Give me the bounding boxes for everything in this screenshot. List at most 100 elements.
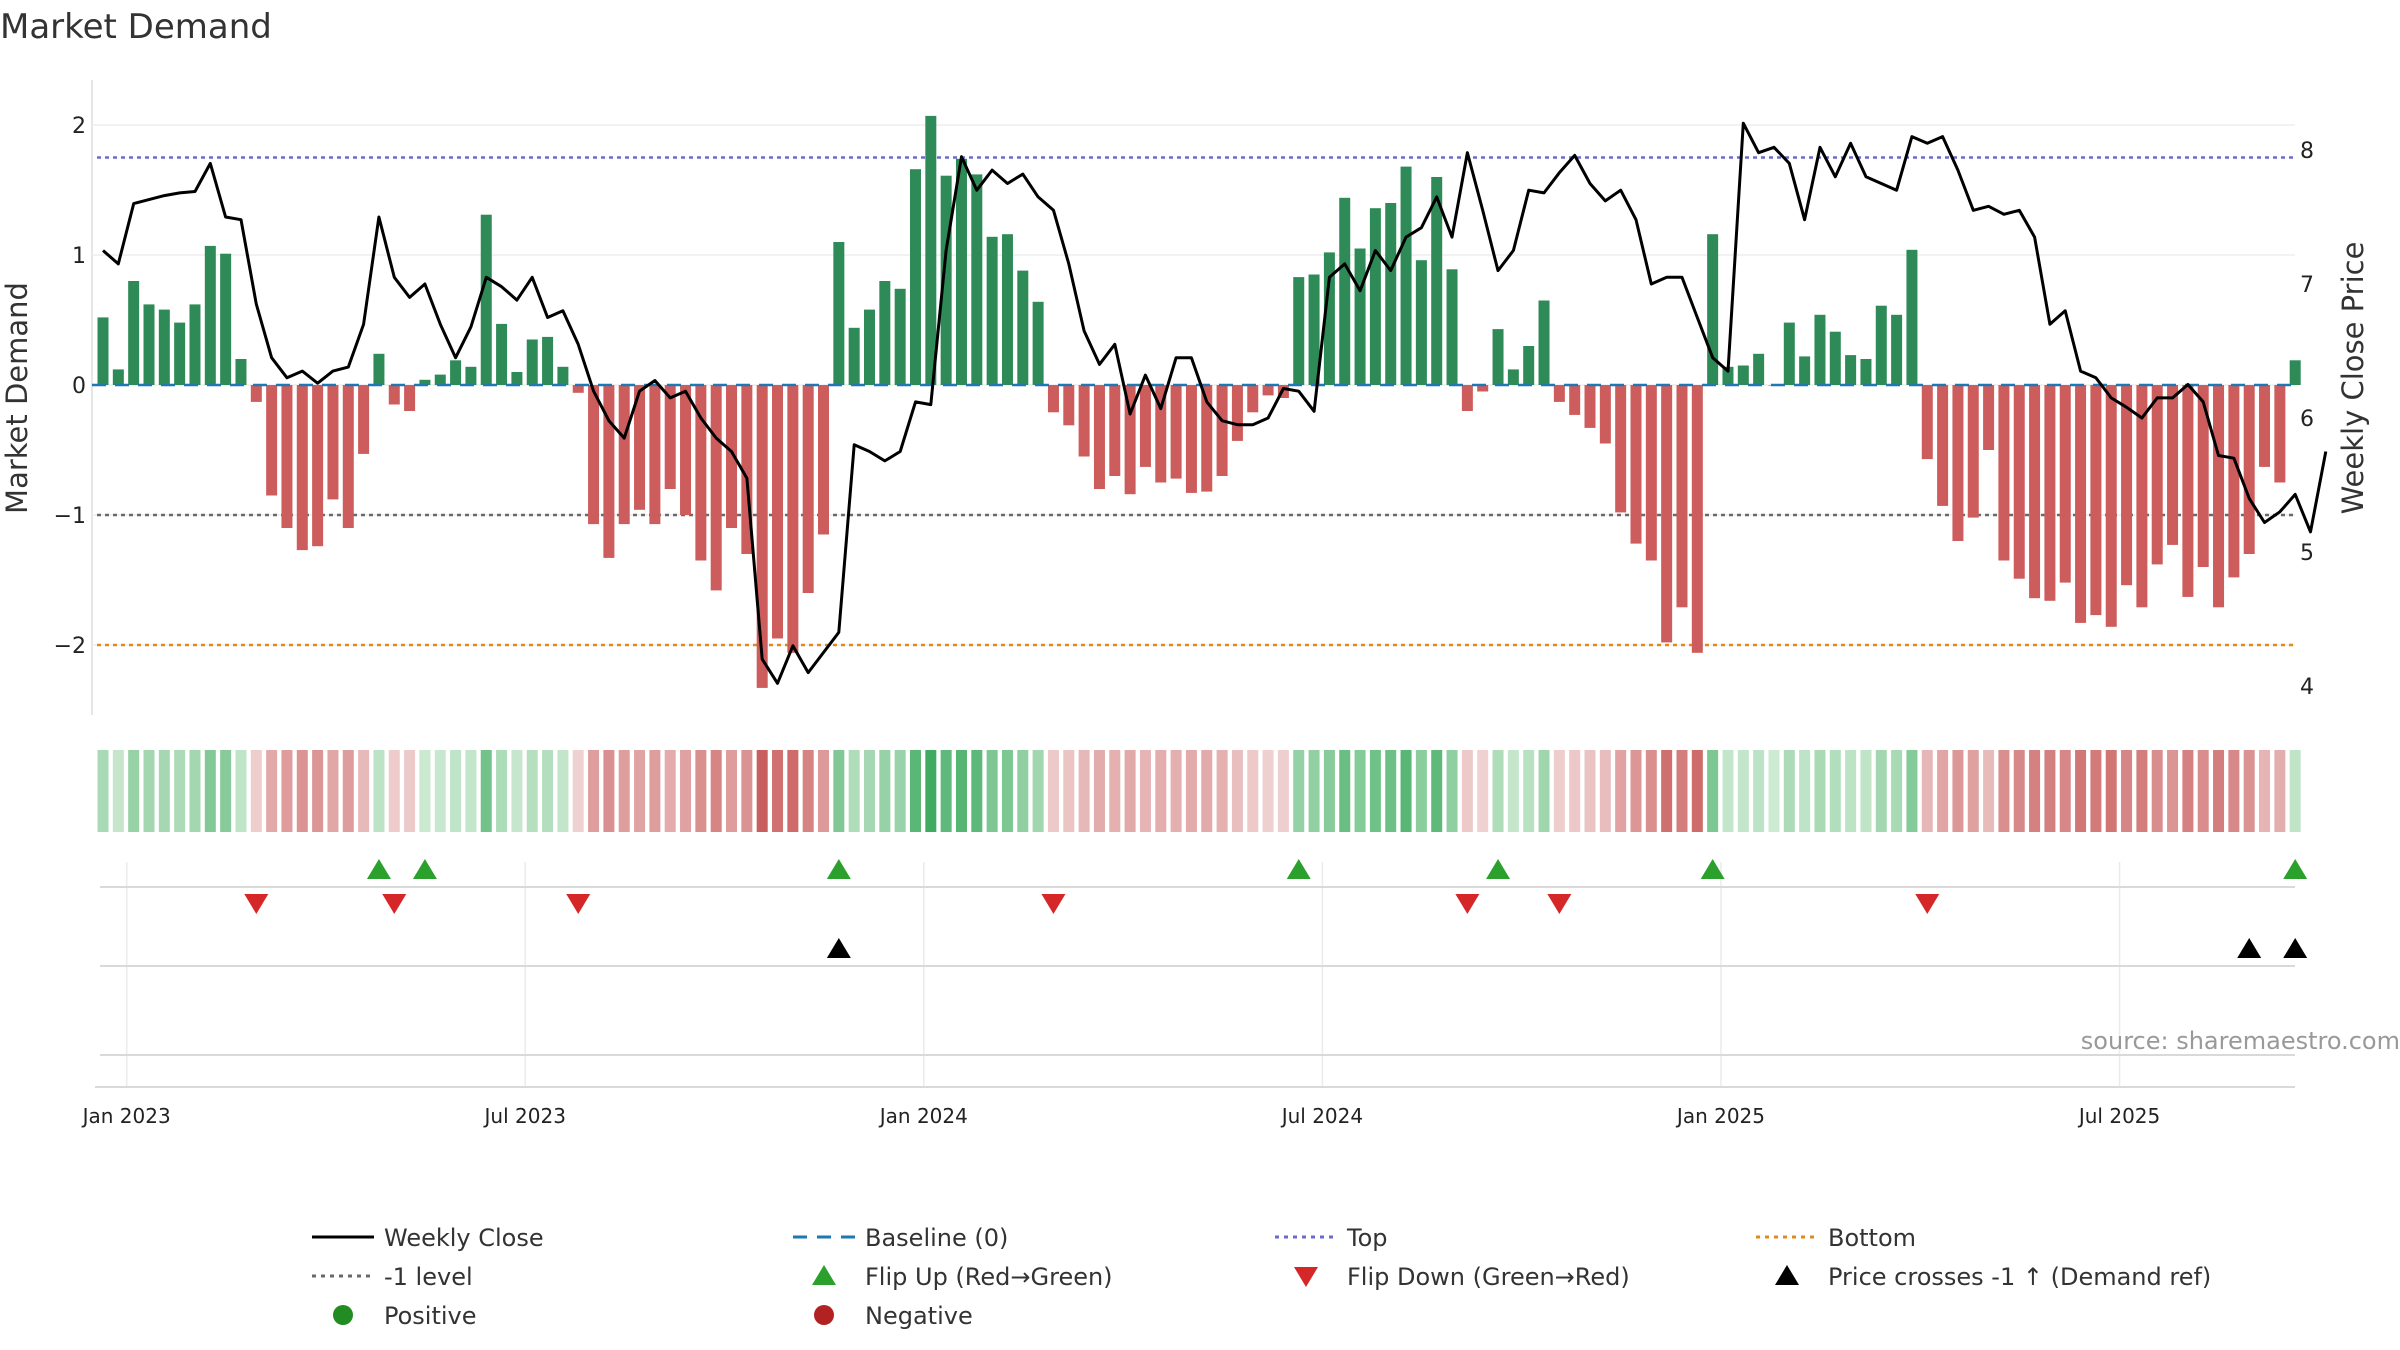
heat-strip-cell bbox=[1047, 750, 1059, 832]
heat-strip-cell bbox=[1323, 750, 1335, 832]
heat-strip-cell bbox=[1737, 750, 1749, 832]
positive-demand-bar bbox=[864, 309, 875, 385]
flip-down-marker bbox=[1041, 894, 1066, 914]
negative-demand-bar bbox=[787, 385, 799, 653]
negative-demand-bar bbox=[1645, 385, 1657, 561]
price-cross-marker bbox=[2237, 938, 2262, 958]
positive-demand-bar bbox=[434, 374, 446, 385]
negative-demand-bar bbox=[1921, 385, 1933, 460]
heat-strip-cell bbox=[1339, 750, 1351, 832]
heat-strip-cell bbox=[649, 750, 661, 832]
positive-demand-bar bbox=[1415, 260, 1427, 385]
heat-strip-cell bbox=[802, 750, 814, 832]
heat-strip-cell bbox=[2151, 750, 2163, 832]
negative-demand-bar bbox=[1630, 385, 1642, 544]
heat-strip-cell bbox=[1461, 750, 1473, 832]
heat-strip-cell bbox=[2167, 750, 2179, 832]
heat-strip-cell bbox=[1676, 750, 1688, 832]
heat-strip-cell bbox=[726, 750, 738, 832]
negative-demand-bar bbox=[1952, 385, 1964, 541]
heat-strip-cell bbox=[158, 750, 170, 832]
heat-strip-cell bbox=[1691, 750, 1703, 832]
heat-strip-cell bbox=[588, 750, 600, 832]
positive-demand-bar bbox=[1017, 270, 1029, 385]
x-tick-label: Jan 2024 bbox=[878, 1104, 968, 1128]
heat-strip-cell bbox=[2059, 750, 2071, 832]
heat-strip-cell bbox=[1369, 750, 1381, 832]
positive-demand-bar bbox=[204, 245, 216, 385]
heat-strip-cell bbox=[833, 750, 845, 832]
heat-strip-cell bbox=[358, 750, 370, 832]
positive-demand-bar bbox=[1906, 249, 1918, 385]
heat-strip-cell bbox=[2213, 750, 2225, 832]
negative-demand-bar bbox=[1998, 385, 2010, 561]
x-vertical-gridlines bbox=[125, 862, 2121, 1087]
negative-demand-bar bbox=[1661, 385, 1673, 643]
heat-strip-cell bbox=[542, 750, 554, 832]
negative-demand-bar bbox=[2274, 385, 2286, 483]
positive-demand-bar bbox=[909, 169, 921, 385]
negative-demand-bar bbox=[281, 385, 293, 528]
left-y-tick-label: 2 bbox=[72, 114, 86, 139]
negative-demand-bar bbox=[2105, 385, 2117, 627]
heat-strip-cell bbox=[1247, 750, 1259, 832]
right-y-ticks: 4 5 6 7 8 bbox=[2300, 139, 2314, 700]
heat-strip-cell bbox=[909, 750, 921, 832]
negative-demand-bar bbox=[1170, 385, 1182, 479]
positive-demand-bar bbox=[128, 281, 140, 385]
positive-demand-bar bbox=[1814, 314, 1826, 385]
positive-demand-bar bbox=[1753, 353, 1765, 385]
heat-strip-cell bbox=[1998, 750, 2010, 832]
negative-demand-bar bbox=[2182, 385, 2194, 597]
heat-strip-cell bbox=[894, 750, 906, 832]
positive-demand-bar bbox=[1783, 322, 1795, 385]
negative-demand-bar bbox=[1063, 385, 1075, 426]
heat-strip-cell bbox=[634, 750, 646, 832]
negative-demand-bar bbox=[618, 385, 630, 525]
heat-strip-cell bbox=[557, 750, 569, 832]
negative-demand-bar bbox=[2044, 385, 2056, 601]
positive-demand-bar bbox=[1339, 197, 1351, 385]
negative-demand-bar bbox=[1569, 385, 1581, 415]
right-y-tick-label: 7 bbox=[2300, 273, 2314, 298]
heat-strip-cell bbox=[1661, 750, 1673, 832]
left-y-axis-label: Market Demand bbox=[0, 282, 34, 514]
positive-demand-bar bbox=[496, 323, 508, 385]
negative-demand-bar bbox=[1691, 385, 1703, 653]
positive-demand-bar bbox=[1722, 366, 1734, 385]
legend-swatch-dot bbox=[333, 1305, 353, 1325]
negative-demand-bar bbox=[1047, 385, 1059, 413]
heat-strip-cell bbox=[1185, 750, 1197, 832]
negative-demand-bar bbox=[2059, 385, 2071, 583]
positive-demand-bar bbox=[143, 304, 155, 385]
heat-strip-cell bbox=[1492, 750, 1504, 832]
heat-strip-cell bbox=[818, 750, 830, 832]
positive-demand-bar bbox=[526, 339, 538, 385]
heat-strip-cell bbox=[1078, 750, 1090, 832]
flip-up-marker bbox=[412, 859, 437, 879]
negative-demand-bar bbox=[388, 385, 400, 405]
heat-strip-cell bbox=[1937, 750, 1949, 832]
positive-demand-bar bbox=[465, 366, 477, 385]
negative-demand-bar bbox=[2243, 385, 2255, 554]
heat-strip-cell bbox=[1952, 750, 1964, 832]
heat-strip-cell bbox=[787, 750, 799, 832]
flip-up-marker bbox=[1700, 859, 1725, 879]
left-y-tick-label: −1 bbox=[54, 504, 86, 529]
positive-demand-bar bbox=[2289, 360, 2301, 385]
heat-strip-cell bbox=[1385, 750, 1397, 832]
positive-demand-bar bbox=[986, 236, 998, 385]
heat-strip-cell bbox=[756, 750, 768, 832]
heat-strip-cell bbox=[266, 750, 278, 832]
flip-up-marker bbox=[366, 859, 391, 879]
negative-demand-bar bbox=[772, 385, 784, 639]
positive-demand-bar bbox=[1032, 301, 1044, 385]
negative-demand-bar bbox=[327, 385, 339, 500]
x-tick-label: Jul 2025 bbox=[2077, 1104, 2160, 1128]
legend-swatch-triangle-up bbox=[812, 1265, 836, 1285]
negative-demand-bar bbox=[649, 385, 661, 525]
heat-strip-cell bbox=[1753, 750, 1765, 832]
heat-strip-cell bbox=[419, 750, 431, 832]
heat-strip-cell bbox=[925, 750, 937, 832]
